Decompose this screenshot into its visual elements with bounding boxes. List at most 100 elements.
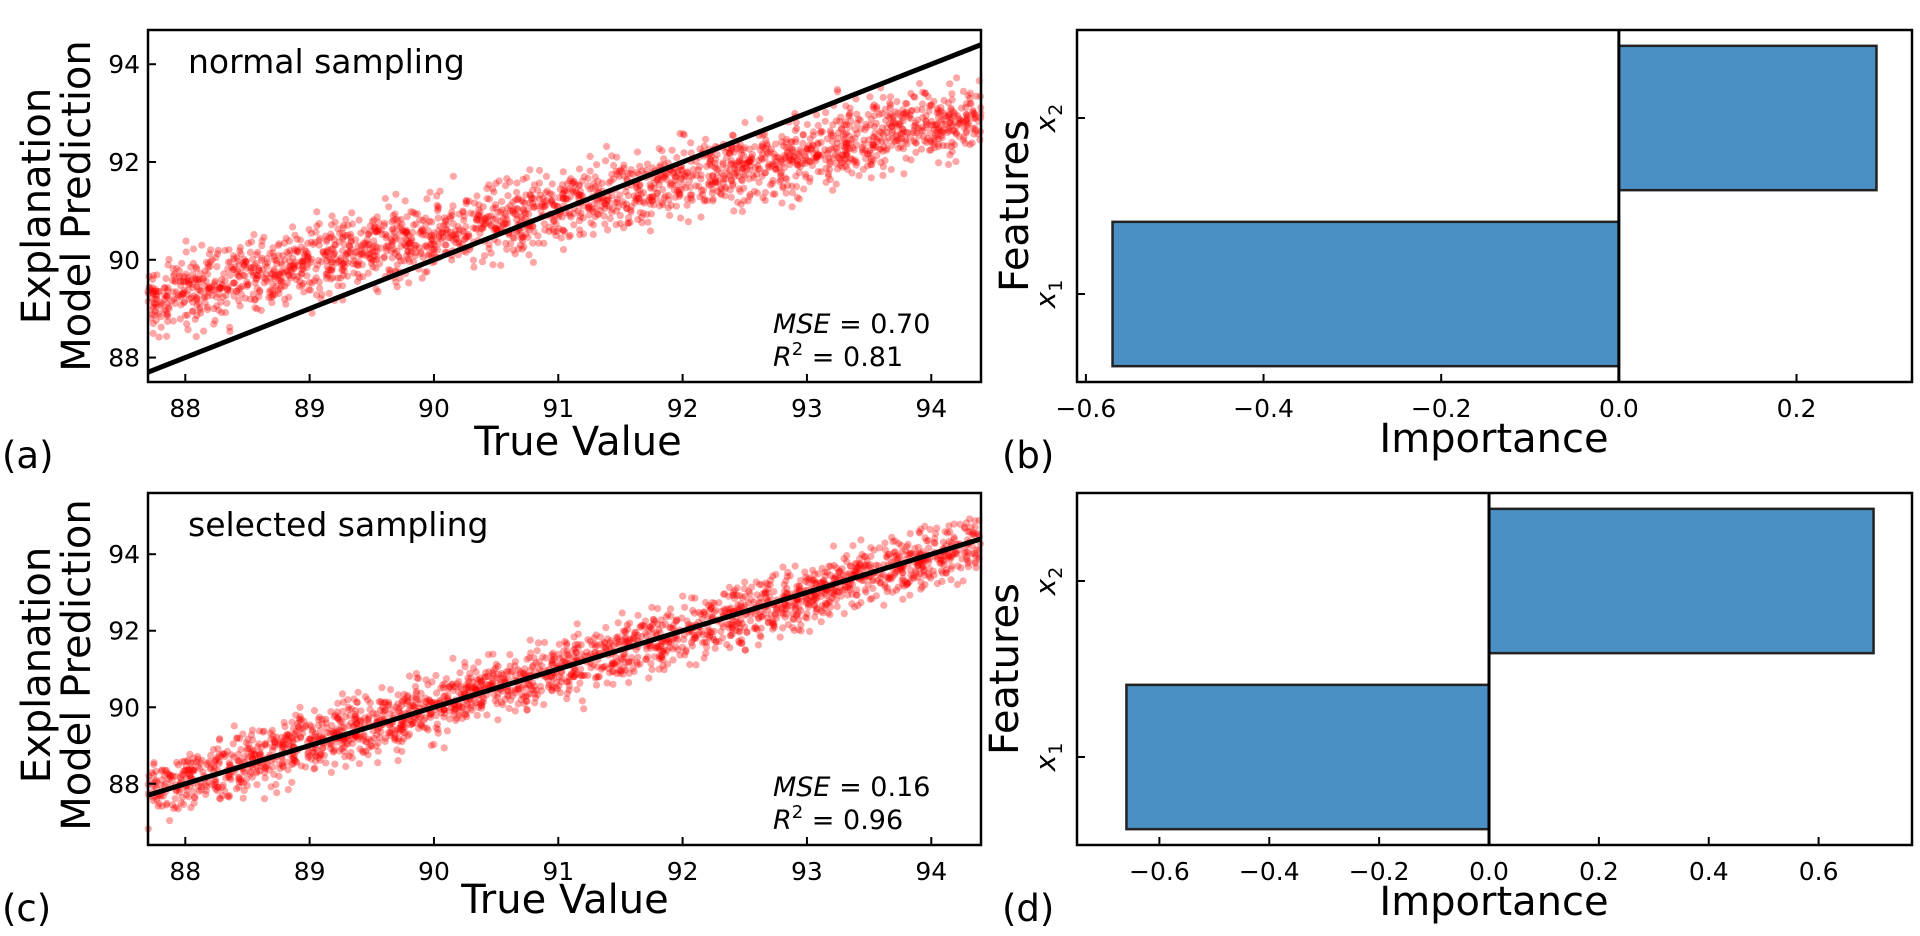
scatter-point [408, 720, 416, 728]
scatter-point [841, 150, 850, 158]
scatter-point [602, 644, 610, 653]
scatter-point [890, 117, 898, 125]
scatter-point [638, 621, 646, 630]
scatter-point [160, 291, 168, 299]
scatter-point [726, 172, 734, 180]
scatter-point [758, 581, 766, 589]
scatter-point [340, 260, 348, 268]
scatter-point [368, 742, 376, 750]
scatter-point [540, 220, 548, 228]
scatter-point [270, 267, 278, 275]
scatter-point [244, 239, 252, 247]
scatter-point [250, 261, 259, 269]
scatter-point [947, 104, 955, 112]
scatter-point [565, 185, 574, 193]
scatter-point [292, 757, 300, 765]
scatter-point [204, 778, 212, 787]
scatter-point [267, 729, 275, 737]
scatter-point [571, 666, 579, 675]
scatter-point [454, 223, 462, 231]
scatter-point [178, 770, 186, 779]
scatter-point [352, 236, 360, 244]
scatter-point [448, 211, 456, 219]
scatter-point [810, 601, 818, 610]
scatter-point [312, 274, 320, 282]
scatter-point [893, 131, 901, 139]
scatter-point [395, 236, 403, 244]
scatter-point [793, 183, 801, 191]
scatter-point [287, 274, 295, 282]
scatter-point [205, 758, 213, 766]
scatter-point [849, 542, 857, 550]
scatter-point [591, 213, 599, 221]
scatter-point [193, 265, 201, 273]
scatter-point [963, 111, 971, 119]
scatter-point [723, 605, 731, 613]
scatter-point [233, 254, 241, 262]
scatter-point [517, 234, 526, 242]
y-tick-label: 88 [108, 344, 140, 373]
scatter-point [503, 175, 511, 183]
scatter-point [853, 564, 862, 572]
scatter-point [266, 249, 274, 257]
scatter-point [211, 783, 219, 791]
scatter-point [246, 295, 254, 303]
scatter-point [691, 634, 699, 642]
scatter-point [418, 225, 426, 233]
scatter-point [826, 127, 834, 135]
scatter-point [473, 192, 481, 200]
scatter-point [179, 291, 187, 299]
scatter-point [393, 247, 401, 255]
scatter-point [206, 258, 215, 266]
scatter-point [731, 165, 739, 173]
scatter-point [275, 772, 283, 780]
scatter-point [262, 270, 270, 278]
scatter-point [288, 268, 296, 276]
scatter-point [417, 227, 425, 235]
scatter-point [722, 183, 730, 191]
scatter-point [216, 795, 224, 803]
scatter-point [696, 163, 704, 171]
scatter-point [170, 270, 179, 278]
scatter-point [295, 282, 304, 290]
scatter-point [918, 106, 926, 114]
scatter-point [269, 763, 277, 771]
scatter-point [452, 226, 460, 235]
scatter-point [644, 218, 652, 226]
scatter-point [949, 550, 957, 558]
scatter-point [668, 146, 676, 154]
scatter-point [526, 636, 534, 644]
scatter-point [304, 260, 312, 268]
scatter-point [277, 278, 285, 286]
scatter-point [355, 273, 364, 281]
scatter-point [526, 690, 534, 698]
scatter-point [786, 151, 794, 159]
scatter-point [195, 299, 203, 307]
scatter-point [828, 145, 836, 153]
scatter-point [718, 620, 726, 628]
scatter-point [393, 746, 401, 754]
scatter-point [713, 165, 721, 173]
scatter-point [291, 247, 299, 255]
scatter-point [838, 159, 846, 167]
scatter-point [869, 133, 877, 141]
scatter-point [449, 220, 457, 228]
scatter-point [181, 278, 190, 286]
scatter-point [172, 803, 180, 811]
scatter-point [825, 154, 833, 162]
panel-label-c: (c) [2, 887, 51, 930]
scatter-point [955, 133, 964, 141]
scatter-point [470, 210, 478, 218]
scatter-point [378, 230, 386, 239]
scatter-point [421, 242, 429, 250]
scatter-point [795, 195, 804, 203]
scatter-point [218, 783, 226, 791]
scatter-point [441, 218, 449, 226]
scatter-point [401, 197, 409, 205]
scatter-point [706, 629, 714, 637]
scatter-point [728, 177, 736, 185]
scatter-point [609, 175, 618, 183]
scatter-point [157, 313, 165, 321]
scatter-point [434, 204, 442, 213]
scatter-point [769, 190, 777, 198]
